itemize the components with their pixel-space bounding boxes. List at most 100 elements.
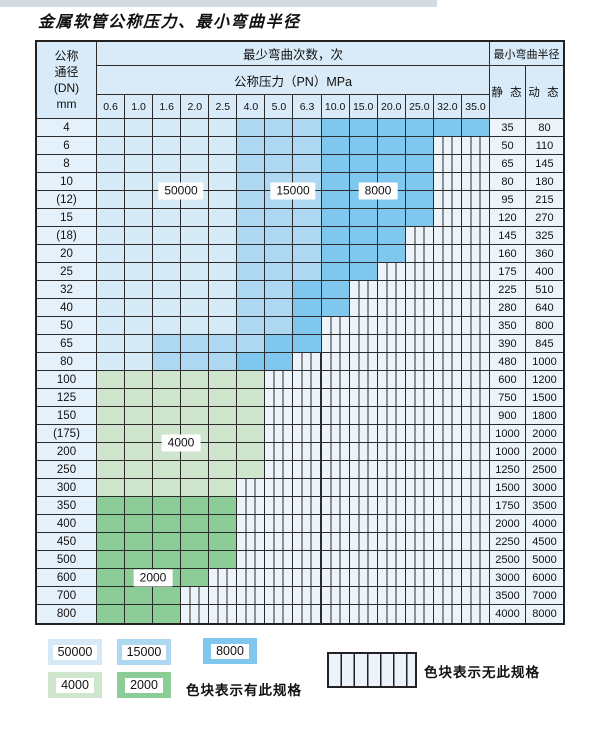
spec-cell	[405, 155, 434, 173]
spec-cell	[377, 605, 406, 623]
spec-cell	[461, 119, 490, 137]
dn-cell: 15	[37, 209, 97, 227]
dynamic-value-cell: 3500	[525, 497, 563, 515]
cycle-count-label: 4000	[161, 434, 201, 452]
pressure-value: 15.0	[349, 95, 378, 119]
spec-cell	[125, 371, 154, 389]
spec-cell	[321, 191, 350, 209]
spec-cell	[349, 119, 378, 137]
spec-cell	[349, 533, 378, 551]
spec-cell	[209, 515, 238, 533]
spec-cell	[377, 551, 406, 569]
spec-cell	[433, 299, 462, 317]
spec-cell	[237, 335, 266, 353]
static-value-cell: 1500	[489, 479, 526, 497]
static-value-cell: 350	[489, 317, 526, 335]
spec-cell	[97, 281, 126, 299]
spec-cell	[405, 353, 434, 371]
spec-cell	[377, 335, 406, 353]
static-value-cell: 3000	[489, 569, 526, 587]
spec-cell	[461, 479, 490, 497]
spec-cell	[405, 479, 434, 497]
spec-cell	[433, 137, 462, 155]
spec-cell	[461, 335, 490, 353]
static-value-cell: 50	[489, 137, 526, 155]
spec-cell	[125, 533, 154, 551]
spec-cell	[293, 263, 322, 281]
spec-cell	[405, 173, 434, 191]
spec-cell	[293, 245, 322, 263]
spec-cell	[209, 569, 238, 587]
spec-cell	[349, 245, 378, 263]
spec-cell	[433, 281, 462, 299]
spec-cell	[125, 461, 154, 479]
spec-cell	[405, 281, 434, 299]
spec-cell	[181, 137, 210, 155]
dn-cell: 125	[37, 389, 97, 407]
spec-table-grid: 公称 通径 (DN) mm 最少弯曲次数，次 最小弯曲半径 公称压力（PN）MPa 静 态动 …	[35, 40, 565, 625]
spec-cell	[405, 443, 434, 461]
dn-cell: 10	[37, 173, 97, 191]
spec-cell	[265, 605, 294, 623]
spec-cell	[237, 191, 266, 209]
dynamic-value-cell: 1800	[525, 407, 563, 425]
spec-cell	[405, 227, 434, 245]
spec-cell	[125, 497, 154, 515]
spec-cell	[265, 209, 294, 227]
spec-cell	[377, 461, 406, 479]
spec-cell	[405, 587, 434, 605]
spec-cell	[153, 407, 182, 425]
spec-cell	[125, 191, 154, 209]
spec-cell	[405, 407, 434, 425]
spec-cell	[377, 155, 406, 173]
dn-cell: 350	[37, 497, 97, 515]
static-value-cell: 390	[489, 335, 526, 353]
spec-cell	[293, 209, 322, 227]
spec-cell	[125, 209, 154, 227]
spec-cell	[349, 587, 378, 605]
spec-cell	[209, 263, 238, 281]
spec-cell	[153, 461, 182, 479]
spec-cell	[153, 353, 182, 371]
dn-header-cell: 公称 通径 (DN) mm	[37, 42, 97, 119]
spec-cell	[349, 515, 378, 533]
spec-cell	[377, 425, 406, 443]
spec-cell	[433, 371, 462, 389]
spec-cell	[265, 443, 294, 461]
spec-cell	[181, 479, 210, 497]
spec-cell	[461, 497, 490, 515]
spec-cell	[97, 155, 126, 173]
pressure-value: 25.0	[405, 95, 434, 119]
spec-cell	[405, 335, 434, 353]
dn-cell: 20	[37, 245, 97, 263]
spec-cell	[405, 137, 434, 155]
spec-cell	[125, 353, 154, 371]
page-title: 金属软管公称压力、最小弯曲半径	[38, 12, 301, 31]
spec-cell	[461, 263, 490, 281]
spec-cell	[349, 425, 378, 443]
spec-cell	[433, 245, 462, 263]
spec-cell	[293, 371, 322, 389]
spec-cell	[209, 245, 238, 263]
spec-cell	[125, 515, 154, 533]
dn-cell: 500	[37, 551, 97, 569]
spec-cell	[293, 515, 322, 533]
dn-header-line: 公称	[54, 48, 79, 63]
spec-cell	[405, 299, 434, 317]
spec-cell	[97, 443, 126, 461]
dynamic-value-cell: 510	[525, 281, 563, 299]
spec-cell	[153, 335, 182, 353]
spec-cell	[377, 407, 406, 425]
spec-cell	[209, 605, 238, 623]
dn-cell: 100	[37, 371, 97, 389]
spec-cell	[209, 155, 238, 173]
top-strip	[0, 0, 437, 7]
spec-cell	[209, 137, 238, 155]
spec-cell	[265, 263, 294, 281]
spec-cell	[349, 353, 378, 371]
spec-cell	[237, 605, 266, 623]
spec-cell	[265, 497, 294, 515]
legend-swatch-8000: 8000	[203, 638, 257, 664]
spec-cell	[237, 245, 266, 263]
spec-cell	[237, 263, 266, 281]
